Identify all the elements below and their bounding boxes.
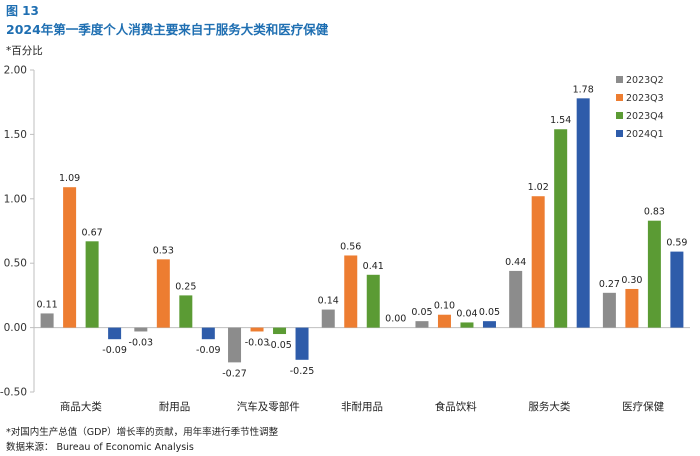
bar [321,309,335,328]
figure-label: 图 13 [6,4,39,18]
legend-swatch [616,94,623,101]
legend-swatch [616,76,623,83]
bar [295,327,309,360]
data-label: 0.05 [411,307,432,318]
source-note: 数据来源： Bureau of Economic Analysis [6,442,194,453]
data-label: 0.53 [153,245,174,256]
data-label: -0.09 [196,345,221,356]
bar [531,196,545,328]
bar [415,321,429,328]
bar [482,321,496,328]
bar [250,327,264,332]
data-label: 0.56 [340,241,361,252]
chart-title: 2024年第一季度个人消费主要来自于服务大类和医疗保健 [6,22,329,37]
legend-label: 2024Q1 [626,129,664,140]
category-label: 耐用品 [159,400,191,413]
category-label: 服务大类 [528,400,570,413]
bar [460,322,474,328]
y-tick-label: -0.50 [0,387,27,399]
data-label: 1.09 [59,173,80,184]
legend-swatch [616,130,623,137]
bar [228,327,242,363]
legend: 2023Q2 2023Q3 2023Q4 2024Q1 [616,75,664,140]
data-label: -0.27 [222,368,247,379]
legend-label: 2023Q4 [626,111,664,122]
legend-label: 2023Q3 [626,93,664,104]
bar [156,259,170,328]
data-label: 0.59 [666,238,687,249]
category-label: 汽车及零部件 [237,400,300,413]
y-tick-label: 0.50 [4,258,27,270]
bar [647,220,661,328]
bar [179,295,193,328]
category-label: 非耐用品 [341,400,383,413]
bar [554,129,568,328]
bar [437,314,451,328]
y-tick-label: 1.00 [4,193,27,205]
data-label: 0.83 [644,207,665,218]
bar [273,327,287,335]
data-label: 0.05 [479,307,500,318]
legend-label: 2023Q2 [626,75,664,86]
category-label: 食品饮料 [435,400,477,413]
bar [108,327,122,340]
bar [625,288,639,328]
bar [366,274,380,328]
bar [602,292,616,328]
y-tick-label: 0.00 [4,322,27,334]
data-label: 0.41 [363,261,384,272]
bar [85,241,99,328]
bar [576,98,590,328]
data-label: 0.30 [621,275,642,286]
y-tick-label: 2.00 [4,65,27,77]
data-label: 1.78 [573,84,594,95]
bar [134,327,148,332]
legend-swatch [616,112,623,119]
data-label: 0.67 [82,227,103,238]
bars: 0.111.090.67-0.09-0.030.530.25-0.09-0.27… [37,84,688,379]
data-label: -0.05 [267,340,292,351]
data-label: -0.09 [102,345,127,356]
data-label: 0.14 [318,296,339,307]
data-label: 0.11 [37,299,58,310]
data-label: 1.02 [528,182,549,193]
data-label: 0.04 [456,308,477,319]
data-label: 0.00 [385,314,406,325]
data-label: 0.25 [175,281,196,292]
bar [509,270,523,328]
category-label: 医疗保健 [622,400,664,413]
category-label: 商品大类 [60,400,102,413]
bar [670,251,684,328]
y-tick-label: 1.50 [4,129,27,141]
data-label: 0.44 [505,257,526,268]
bar [344,255,358,328]
data-label: 0.10 [434,301,455,312]
bar [40,313,54,328]
data-label: 0.27 [599,279,620,290]
data-label: 1.54 [550,115,571,126]
data-label: -0.03 [245,337,270,348]
bar [201,327,215,340]
data-label: -0.03 [129,337,154,348]
data-label: -0.25 [290,366,315,377]
footnote: *对国内生产总值（GDP）增长率的贡献，用年率进行季节性调整 [6,427,279,438]
bar [63,187,77,328]
unit-label: *百分比 [6,45,43,57]
